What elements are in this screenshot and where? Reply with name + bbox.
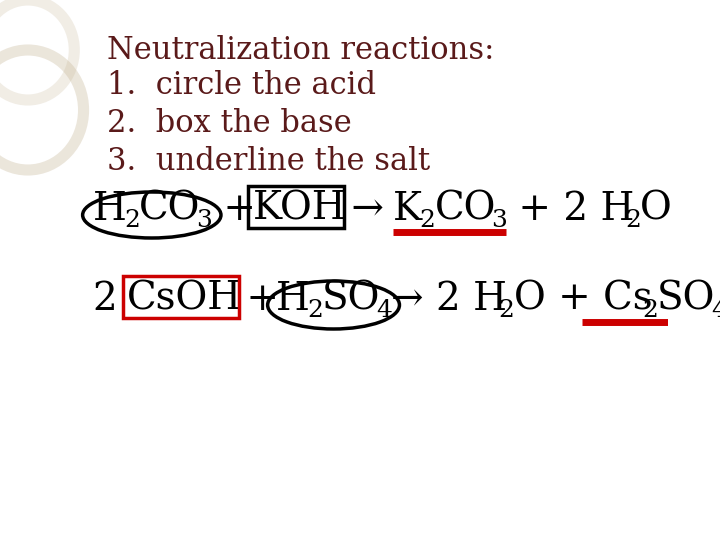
Text: CsOH: CsOH	[127, 281, 243, 318]
Text: O + Cs: O + Cs	[513, 281, 652, 318]
Text: KOH: KOH	[253, 191, 346, 228]
Text: K: K	[392, 191, 422, 228]
Text: + 2 H: + 2 H	[506, 191, 634, 228]
Text: 2: 2	[420, 209, 436, 232]
Text: +: +	[234, 281, 279, 318]
Text: CO: CO	[139, 191, 200, 228]
Text: 2: 2	[125, 209, 140, 232]
Text: 3: 3	[196, 209, 212, 232]
Text: 4: 4	[711, 299, 720, 322]
Text: 1.  circle the acid: 1. circle the acid	[107, 70, 376, 101]
Text: 2: 2	[499, 299, 515, 322]
Text: H: H	[276, 281, 310, 318]
Text: +: +	[211, 191, 256, 228]
Text: CO: CO	[434, 191, 496, 228]
Text: 2: 2	[93, 281, 130, 318]
Text: → 2 H: → 2 H	[391, 281, 507, 318]
Text: 3: 3	[491, 209, 508, 232]
Text: SO: SO	[322, 281, 381, 318]
Text: 2.  box the base: 2. box the base	[107, 108, 351, 139]
Text: Neutralization reactions:: Neutralization reactions:	[107, 35, 494, 66]
Text: H: H	[93, 191, 127, 228]
Text: 3.  underline the salt: 3. underline the salt	[107, 146, 430, 177]
Text: 2: 2	[625, 209, 642, 232]
Text: SO: SO	[657, 281, 716, 318]
Text: 2: 2	[307, 299, 323, 322]
Text: →: →	[339, 191, 397, 228]
Text: 2: 2	[642, 299, 658, 322]
Text: O: O	[640, 191, 672, 228]
Text: 4: 4	[377, 299, 392, 322]
